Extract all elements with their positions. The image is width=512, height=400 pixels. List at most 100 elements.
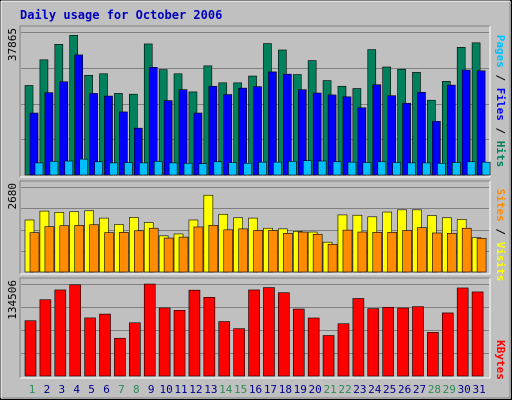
bar-kbytes-24 (367, 308, 380, 377)
bar-files-28 (432, 121, 441, 176)
bar-pages-25 (392, 162, 401, 176)
bar-sites-29 (446, 233, 457, 273)
bar-kbytes-5 (84, 317, 96, 377)
day-label-11: 11 (174, 383, 187, 396)
bar-pages-2 (49, 161, 59, 176)
bar-kbytes-2 (39, 299, 52, 377)
bar-pages-15 (243, 162, 252, 176)
bar-files-16 (253, 86, 262, 176)
panel-hits-ymax-label: 37865 (6, 28, 19, 61)
bar-sites-16 (253, 230, 263, 273)
bar-files-13 (208, 85, 218, 176)
legend-segment-3: / (494, 121, 507, 141)
day-label-25: 25 (383, 383, 396, 396)
bar-sites-12 (193, 226, 204, 273)
panel-visits-ymax-label: 2680 (6, 183, 19, 210)
day-label-20: 20 (309, 383, 322, 396)
day-label-1: 1 (29, 383, 36, 396)
day-label-26: 26 (398, 383, 411, 396)
bar-sites-10 (163, 237, 174, 273)
bar-files-22 (342, 96, 352, 176)
bar-pages-28 (437, 162, 446, 176)
bar-kbytes-30 (456, 287, 469, 377)
day-label-14: 14 (219, 383, 233, 396)
day-label-28: 28 (428, 383, 441, 396)
bar-files-6 (104, 95, 113, 176)
bar-sites-9 (148, 227, 159, 273)
bar-files-5 (89, 93, 98, 176)
bar-files-3 (59, 81, 69, 176)
bar-pages-29 (451, 162, 461, 176)
bar-sites-27 (417, 227, 427, 273)
legend-segment-2: Visits (494, 242, 507, 282)
bar-sites-19 (297, 231, 308, 273)
bar-kbytes-9 (143, 283, 156, 377)
day-label-15: 15 (234, 383, 247, 396)
day-label-17: 17 (264, 383, 277, 396)
bar-kbytes-22 (337, 323, 350, 377)
day-label-3: 3 (58, 383, 65, 396)
bar-files-17 (268, 71, 277, 176)
bar-sites-28 (432, 232, 442, 273)
bar-pages-5 (94, 161, 103, 176)
bar-files-29 (446, 84, 456, 176)
bar-pages-16 (258, 161, 267, 176)
legend-segment-0: KBytes (494, 340, 507, 380)
bar-kbytes-27 (412, 306, 424, 377)
bar-pages-4 (79, 158, 89, 176)
bar-files-18 (283, 73, 292, 176)
bar-pages-13 (213, 161, 223, 176)
bar-files-31 (476, 70, 486, 176)
day-label-30: 30 (458, 383, 471, 396)
panel-kbytes-ymax-label: 134506 (6, 280, 19, 320)
bar-sites-7 (119, 232, 129, 273)
bar-pages-3 (64, 160, 74, 176)
bar-sites-24 (372, 232, 383, 273)
bar-kbytes-18 (278, 292, 290, 377)
bar-pages-27 (422, 162, 431, 176)
bar-sites-8 (134, 230, 144, 273)
day-label-21: 21 (323, 383, 336, 396)
bar-kbytes-17 (263, 287, 275, 377)
day-label-18: 18 (279, 383, 292, 396)
bar-files-8 (134, 127, 143, 176)
bar-kbytes-6 (99, 313, 111, 377)
bar-files-4 (74, 54, 84, 176)
day-label-12: 12 (189, 383, 202, 396)
bar-files-1 (29, 112, 39, 176)
bar-files-20 (312, 92, 322, 176)
legend-segment-4: Hits (494, 141, 507, 168)
bar-sites-20 (312, 233, 323, 273)
bar-sites-21 (327, 244, 338, 273)
bar-sites-25 (387, 232, 397, 273)
bar-pages-21 (332, 161, 342, 176)
bar-kbytes-20 (307, 317, 320, 377)
legend-segment-1: / (494, 68, 507, 88)
bar-kbytes-31 (471, 291, 484, 377)
bar-kbytes-25 (382, 307, 394, 377)
day-label-13: 13 (204, 383, 217, 396)
bar-sites-6 (104, 232, 114, 273)
bar-sites-4 (74, 225, 85, 273)
day-label-2: 2 (44, 383, 51, 396)
legend-segment-0: Sites (494, 189, 507, 222)
bar-pages-11 (183, 162, 193, 176)
bar-kbytes-16 (248, 289, 260, 377)
bar-kbytes-19 (292, 308, 305, 377)
bar-sites-22 (342, 229, 353, 273)
bar-files-2 (44, 92, 54, 176)
bar-files-30 (461, 69, 471, 176)
bar-files-24 (372, 84, 382, 176)
bar-sites-13 (208, 225, 219, 273)
bar-sites-3 (59, 225, 70, 273)
bar-sites-26 (402, 230, 412, 273)
day-label-31: 31 (472, 383, 485, 396)
bar-sites-17 (268, 230, 278, 273)
bar-pages-22 (347, 161, 357, 176)
bar-pages-20 (317, 160, 327, 176)
bar-files-15 (238, 87, 247, 176)
bar-pages-18 (288, 161, 297, 176)
bar-files-19 (297, 89, 307, 176)
bar-kbytes-15 (233, 328, 245, 377)
bar-files-14 (223, 94, 233, 176)
